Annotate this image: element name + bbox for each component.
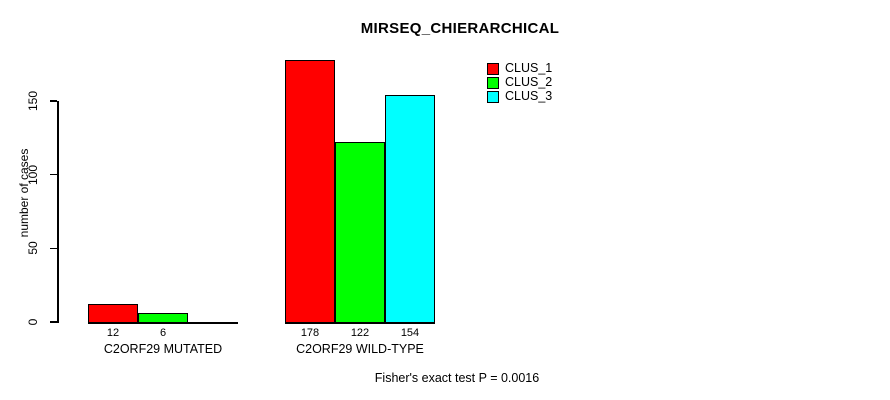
legend-swatch-clus_2 xyxy=(487,76,499,89)
legend-row-clus_3: CLUS_3 xyxy=(487,90,552,103)
y-tick-mark xyxy=(50,247,57,250)
bar-value-label: 154 xyxy=(400,327,420,339)
category-label-wild-type: C2ORF29 WILD-TYPE xyxy=(296,342,424,356)
bar-value-label: 6 xyxy=(159,327,167,339)
y-tick-label: 150 xyxy=(26,90,40,112)
bar-value-label: 178 xyxy=(300,327,320,339)
bar-clus_3-wild-type xyxy=(385,95,435,323)
category-label-mutated: C2ORF29 MUTATED xyxy=(103,342,223,356)
bar-value-label: 12 xyxy=(106,327,120,339)
y-tick-mark xyxy=(50,100,57,102)
bar-value-label: 122 xyxy=(350,327,370,339)
y-tick-label: 50 xyxy=(26,241,40,256)
y-tick-label: 100 xyxy=(26,164,40,185)
legend-swatch-clus_1 xyxy=(487,62,499,75)
legend-label: CLUS_1 xyxy=(505,61,553,75)
bar-clus_2-mutated xyxy=(138,313,188,323)
y-tick-mark xyxy=(50,321,57,323)
y-axis-label: number of cases xyxy=(17,148,31,238)
legend: CLUS_1 CLUS_2 CLUS_3 xyxy=(487,62,552,104)
legend-label: CLUS_2 xyxy=(505,75,553,89)
legend-swatch-clus_3 xyxy=(487,90,499,103)
bar-clus_1-wild-type xyxy=(285,59,335,323)
chart-title: MIRSEQ_CHIERARCHICAL xyxy=(360,20,560,37)
fisher-test-note: Fisher's exact test P = 0.0016 xyxy=(374,371,540,385)
legend-row-clus_2: CLUS_2 xyxy=(487,76,552,89)
bar-clus_2-wild-type xyxy=(335,142,385,323)
legend-row-clus_1: CLUS_1 xyxy=(487,62,552,75)
y-axis-line xyxy=(57,101,59,323)
y-tick-label: 0 xyxy=(26,318,40,326)
legend-label: CLUS_3 xyxy=(505,89,553,103)
bar-clus_1-mutated xyxy=(88,304,138,323)
y-tick-mark xyxy=(50,173,57,176)
